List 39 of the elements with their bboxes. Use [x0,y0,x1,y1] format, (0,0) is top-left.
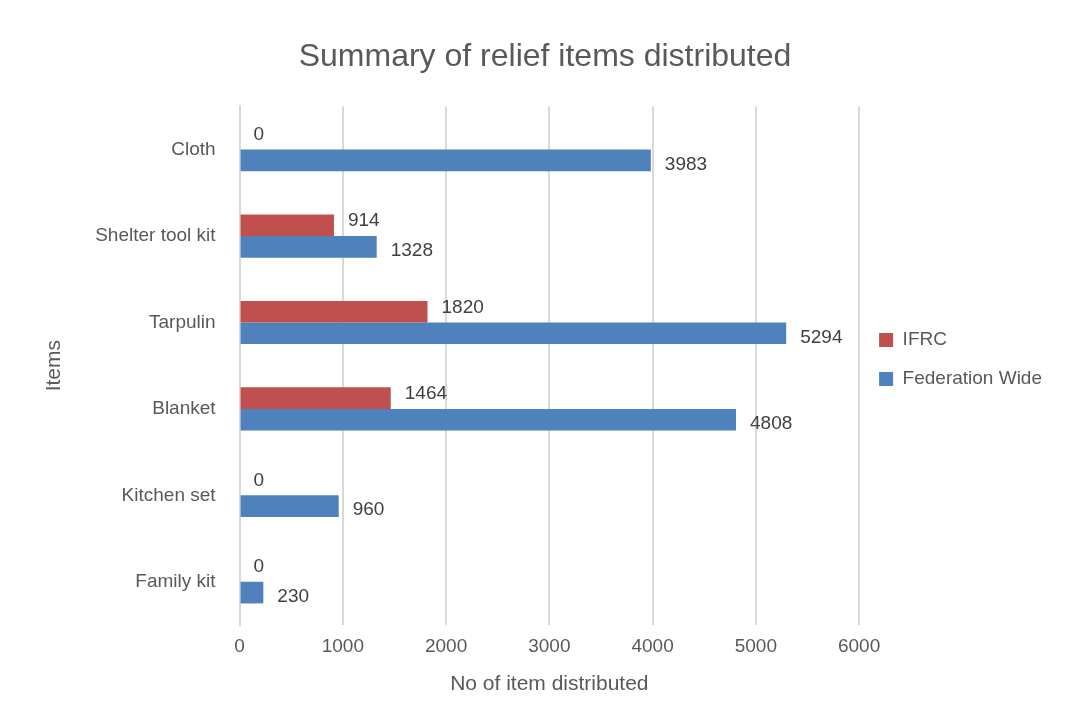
bar [240,214,334,237]
chart-title: Summary of relief items distributed [298,37,792,74]
data-label: 0 [253,468,265,490]
x-tick-label: 4000 [631,634,674,656]
bar [240,149,651,172]
bar [240,236,377,258]
bar [240,581,264,604]
x-tick-label: 5000 [734,634,777,656]
y-tick-label: Cloth [171,137,216,159]
legend-label: Federation Wide [902,367,1042,389]
data-label: 960 [352,498,385,520]
data-label: 1820 [441,295,484,317]
y-tick-label: Kitchen set [121,483,217,505]
y-axis-title: Items [41,340,65,392]
bar [240,408,737,431]
data-label: 0 [253,555,265,577]
data-label: 4808 [750,411,793,433]
y-tick-label: Family kit [135,570,217,592]
bar [240,495,339,517]
x-tick-label: 0 [234,634,245,656]
data-label: 914 [347,209,381,231]
bar [240,300,428,323]
x-tick-label: 6000 [837,634,881,656]
bar [240,387,391,409]
data-label: 1328 [390,239,433,261]
legend-label: IFRC [902,328,947,350]
bar [240,322,787,345]
y-tick-label: Blanket [152,397,217,419]
data-label: 0 [253,123,265,145]
x-tick-label: 1000 [321,634,364,656]
x-axis-title: No of item distributed [450,671,649,695]
data-label: 1464 [404,382,448,404]
data-label: 3983 [664,152,708,174]
x-tick-label: 2000 [424,634,468,656]
data-label: 5294 [800,325,843,347]
data-label: 230 [277,584,310,606]
y-tick-label: Tarpulin [149,310,216,332]
y-tick-label: Shelter tool kit [95,224,217,246]
x-tick-label: 3000 [528,634,571,656]
